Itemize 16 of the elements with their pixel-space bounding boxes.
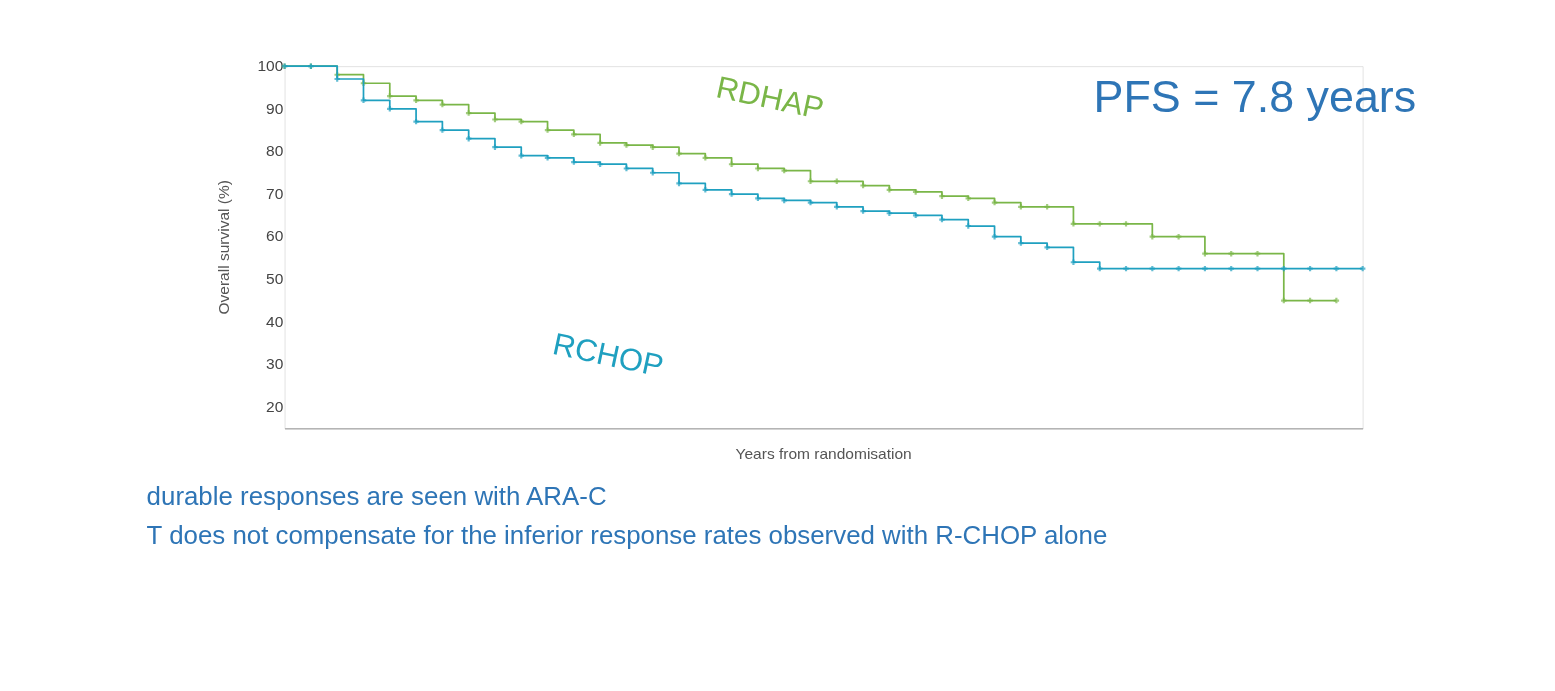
y-tick-label: 100 xyxy=(257,56,284,74)
annotation: PFS = 7.8 years xyxy=(1093,70,1417,122)
text: T does not compensate for the inferior response rates observed with R-CHOP alone xyxy=(146,521,1108,550)
y-tick-label: 90 xyxy=(266,99,284,117)
y-tick-label: 50 xyxy=(266,270,284,288)
y-tick-label: 40 xyxy=(266,312,284,330)
text: durable responses are seen with ARA-C xyxy=(146,482,607,511)
y-tick-label: 80 xyxy=(266,142,284,160)
x-axis-title: Years from randomisation xyxy=(735,444,912,462)
text: RCHOP xyxy=(549,326,667,384)
y-tick-label: 70 xyxy=(266,184,284,202)
y-tick-label: 20 xyxy=(266,397,284,415)
y-axis-title: Overall survival (%) xyxy=(214,180,232,315)
text: RDHAP xyxy=(713,69,827,127)
y-tick-label: 30 xyxy=(266,355,284,373)
y-tick-label: 60 xyxy=(266,227,284,245)
